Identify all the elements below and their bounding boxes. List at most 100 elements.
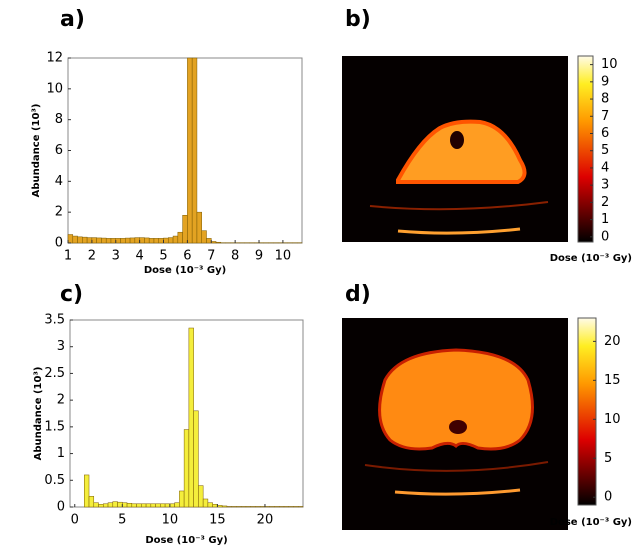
bar	[207, 502, 213, 508]
bar	[269, 506, 275, 508]
x-tick-label: 1	[64, 249, 72, 264]
x-axis-label: Dose (10⁻³ Gy)	[144, 265, 226, 276]
y-tick-label: 0	[57, 500, 65, 515]
bar	[288, 506, 294, 508]
bar	[72, 235, 78, 244]
y-tick-label: 3.5	[44, 313, 65, 328]
colorbar-tick-label: 20	[604, 334, 621, 349]
y-tick-label: 1	[57, 446, 65, 461]
bar	[148, 238, 155, 244]
bar	[122, 502, 128, 508]
y-tick-label: 6	[55, 143, 63, 158]
x-tick-label: 10	[275, 249, 292, 264]
bar	[107, 502, 114, 508]
bar	[88, 496, 95, 508]
bar	[144, 237, 150, 244]
colorbar-tick-label: 5	[601, 143, 609, 158]
colorbar-tick-label: 2	[601, 195, 609, 210]
colorbar-tick-label: 10	[601, 57, 618, 72]
bar	[129, 237, 136, 244]
bar	[201, 230, 207, 244]
bar	[240, 506, 247, 508]
bar	[221, 505, 228, 508]
bar	[250, 506, 256, 508]
bar	[278, 506, 285, 508]
bar	[117, 501, 123, 508]
x-tick-label: 6	[183, 249, 191, 264]
bar	[103, 503, 109, 508]
x-tick-label: 5	[118, 513, 126, 528]
colorbar-tick-label: 0	[601, 229, 609, 244]
bar	[141, 503, 147, 508]
y-tick-label: 1.5	[44, 419, 65, 434]
dose-map-b	[342, 56, 568, 242]
bar	[215, 241, 222, 244]
x-tick-label: 3	[112, 249, 120, 264]
bar	[105, 238, 112, 244]
y-tick-label: 10	[46, 81, 63, 96]
dose-map-d	[342, 318, 568, 530]
bar	[145, 503, 152, 508]
bar	[136, 503, 142, 508]
y-tick-label: 8	[55, 112, 63, 127]
x-tick-label: 15	[209, 513, 226, 528]
bar	[86, 237, 93, 244]
colorbar-tick-label: 0	[604, 490, 612, 505]
bar	[259, 506, 266, 508]
x-tick-label: 8	[231, 249, 239, 264]
bar	[226, 506, 232, 508]
bar	[174, 502, 180, 508]
bar	[115, 238, 121, 244]
y-tick-label: 2	[57, 393, 65, 408]
bar	[293, 506, 299, 508]
bar	[96, 237, 102, 244]
colorbar-tick-label: 10	[604, 412, 621, 427]
plot-area	[67, 57, 303, 244]
bar	[125, 237, 131, 244]
x-tick-label: 7	[207, 249, 215, 264]
panel-label: c)	[60, 282, 83, 307]
bar	[177, 231, 183, 244]
bar	[217, 505, 223, 508]
bar	[153, 238, 159, 244]
x-axis-label: Dose (10⁻³ Gy)	[145, 535, 227, 546]
y-tick-label: 3	[57, 339, 65, 354]
bar	[82, 236, 88, 244]
bar	[120, 238, 126, 244]
bar	[98, 504, 104, 508]
colorbar-label: Dose (10⁻³ Gy)	[550, 253, 632, 264]
bar	[84, 474, 90, 508]
y-tick-label: 0.5	[44, 473, 65, 488]
panel-label: d)	[345, 282, 371, 307]
bar	[163, 237, 169, 244]
bar	[193, 410, 199, 508]
bar	[188, 327, 194, 508]
y-tick-label: 0	[55, 236, 63, 251]
bar	[212, 504, 218, 508]
bar	[131, 503, 137, 508]
colorbar-tick-label: 9	[601, 74, 609, 89]
bar	[187, 57, 193, 244]
y-tick-label: 12	[46, 51, 63, 66]
colorbar-tick-label: 4	[601, 160, 609, 175]
bar	[139, 237, 145, 244]
bar	[168, 237, 174, 244]
bar	[67, 234, 74, 244]
colorbar-tick-label: 5	[604, 451, 612, 466]
bar	[182, 215, 188, 244]
bar	[93, 502, 99, 508]
bar	[191, 57, 198, 244]
bar	[297, 506, 304, 508]
bar	[283, 506, 289, 508]
bar	[169, 503, 175, 508]
bar	[274, 506, 280, 508]
bar	[198, 485, 204, 508]
bar	[202, 498, 209, 508]
x-tick-label: 10	[162, 513, 179, 528]
colorbar-tick-label: 6	[601, 126, 609, 141]
bar	[196, 211, 202, 244]
x-tick-label: 4	[135, 249, 143, 264]
colorbar-label: Dose (10⁻³ Gy)	[550, 517, 632, 528]
bar	[231, 506, 237, 508]
